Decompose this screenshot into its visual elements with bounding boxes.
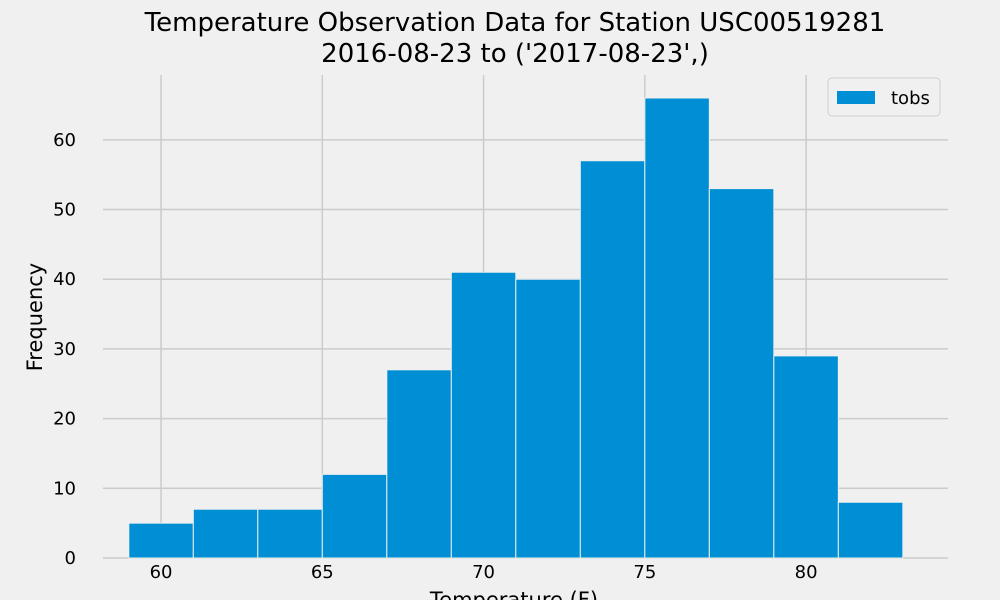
tick-labels: 60 65 70 75 80 0 10 20 30 40 50 60: [53, 130, 817, 583]
legend-box: [827, 77, 941, 117]
chart-subtitle: 2016-08-23 to ('2017-08-23',): [321, 39, 709, 69]
histogram-bar: [515, 278, 581, 559]
x-tick-label: 65: [311, 562, 334, 583]
y-axis-label: Frequency: [23, 263, 47, 372]
legend-label: tobs: [891, 88, 930, 109]
y-tick-label: 20: [53, 409, 76, 430]
histogram-bar: [386, 369, 452, 559]
legend: tobs: [827, 77, 941, 117]
y-tick-label: 50: [53, 200, 76, 221]
y-tick-label: 30: [53, 339, 76, 360]
bars: [128, 97, 904, 559]
y-tick-label: 0: [65, 548, 76, 569]
x-tick-label: 75: [633, 562, 656, 583]
chart-title: Temperature Observation Data for Station…: [144, 8, 886, 38]
x-tick-label: 60: [150, 562, 173, 583]
x-tick-label: 80: [795, 562, 818, 583]
histogram-bar: [708, 188, 775, 559]
y-tick-label: 10: [53, 478, 76, 499]
histogram-bar: [579, 160, 646, 559]
histogram-bar: [450, 271, 517, 559]
histogram-bar: [773, 355, 839, 559]
legend-swatch: [837, 91, 875, 104]
x-axis-label: Temperature (F): [429, 588, 598, 600]
histogram-bar: [644, 97, 710, 559]
histogram-bar: [321, 473, 388, 559]
y-tick-label: 40: [53, 269, 76, 290]
x-tick-label: 70: [472, 562, 495, 583]
histogram-bar: [257, 508, 323, 559]
histogram-bar: [128, 522, 194, 559]
histogram-bar: [192, 508, 259, 559]
y-tick-label: 60: [53, 130, 76, 151]
histogram-bar: [837, 501, 904, 559]
